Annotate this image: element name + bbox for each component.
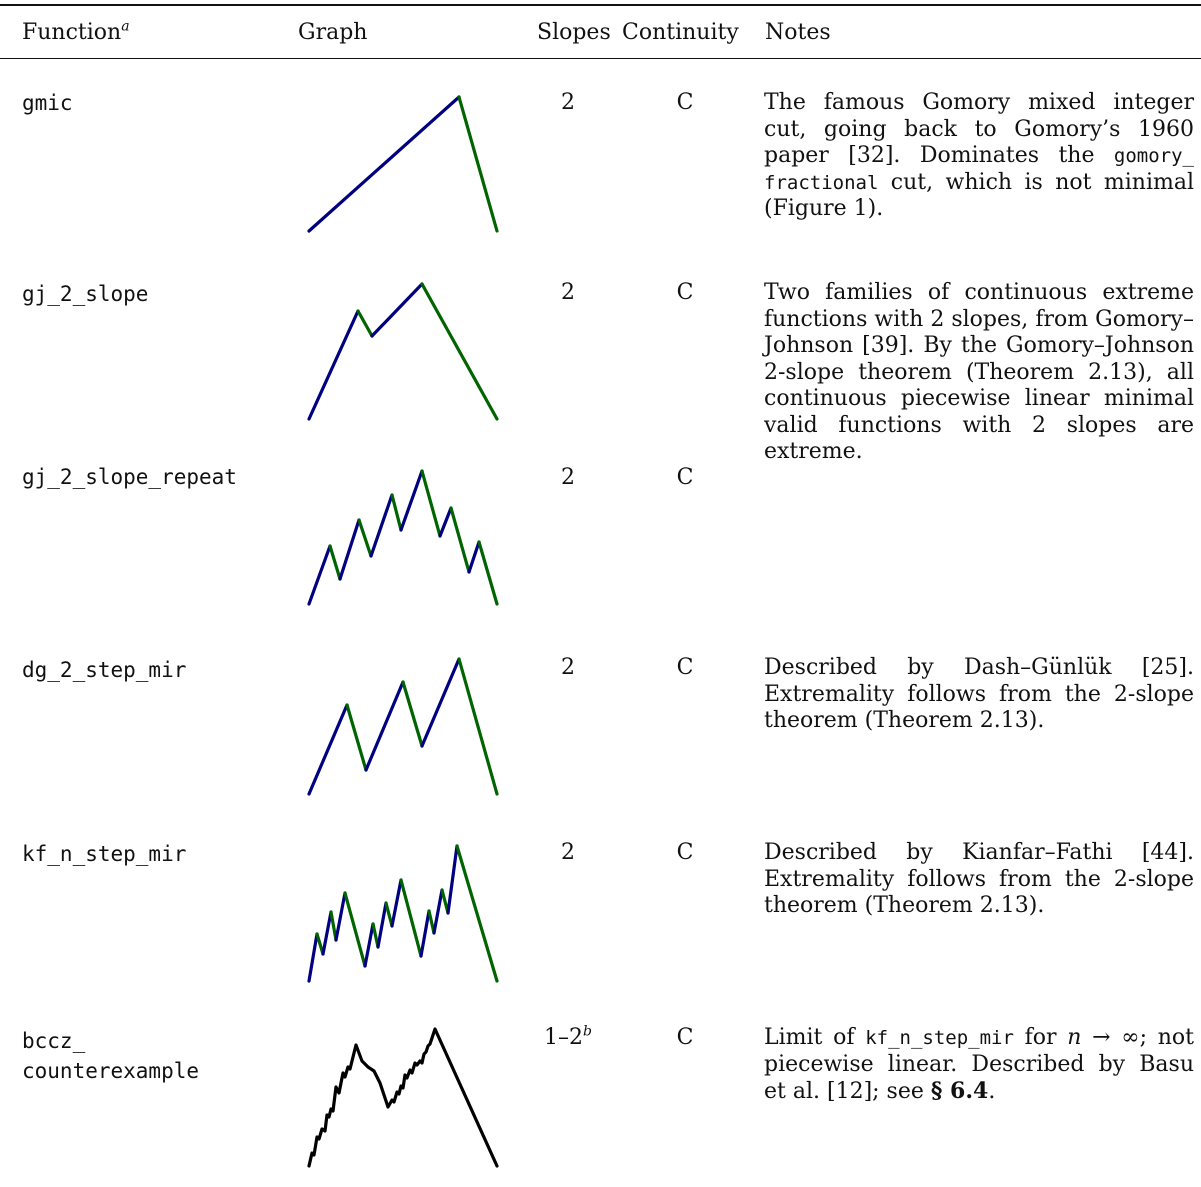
header-function: Functiona	[22, 18, 130, 45]
bccz-counterexample-graph	[307, 1027, 499, 1168]
graph-segment	[321, 910, 333, 956]
function-name: kf_n_step_mir	[22, 842, 187, 866]
graph-segment	[307, 309, 360, 421]
gmic-graph	[307, 95, 499, 233]
graph-segment	[369, 493, 394, 558]
slopes-value: 1–2b	[544, 1023, 592, 1050]
notes-bccz: Limit of kf_n_step_mir for n → ∞; not pi…	[764, 1025, 1194, 1104]
graph-segment	[390, 493, 403, 532]
graph-segment	[457, 657, 499, 796]
graph-segment	[432, 888, 444, 935]
continuity-value: C	[676, 655, 694, 680]
graph-segment	[307, 932, 319, 983]
continuity-value: C	[676, 840, 694, 865]
header-rule	[0, 58, 1201, 59]
graph-segment	[364, 680, 405, 772]
slopes-value: 2	[561, 840, 575, 865]
function-name: gj_2_slope	[22, 282, 149, 306]
header-graph: Graph	[298, 20, 368, 45]
graph-segment	[401, 680, 424, 748]
notes-kf-n-step-mir: Described by Kianfar–Fathi [44]. Extrema…	[764, 840, 1194, 918]
continuity-value: C	[676, 465, 694, 490]
graph-segment	[328, 544, 342, 581]
slopes-value: 2	[561, 90, 575, 115]
graph-segment	[420, 469, 442, 538]
graph-segment	[420, 657, 461, 748]
function-name: gj_2_slope_repeat	[22, 465, 237, 489]
graph-segment	[370, 282, 424, 338]
graph-segment	[329, 910, 338, 942]
notes-dg-2-step-mir: Described by Dash–Günlük [25]. Extremali…	[764, 655, 1194, 733]
graph-segment	[449, 506, 471, 574]
slopes-value: 2	[561, 655, 575, 680]
graph-segment	[438, 506, 453, 538]
graph-segment	[457, 95, 499, 233]
gj-2-slope-repeat-graph	[307, 469, 499, 606]
kf-n-step-mir-graph	[307, 844, 499, 983]
graph-segment	[363, 922, 375, 968]
graph-segment	[307, 95, 461, 233]
graph-segment	[455, 844, 499, 983]
slopes-value: 2	[561, 465, 575, 490]
graph-segment	[419, 909, 431, 958]
continuity-value: C	[676, 280, 694, 305]
graph-segment	[446, 844, 459, 915]
graph-segment	[307, 703, 349, 796]
header-continuity: Continuity	[622, 20, 739, 45]
header-slopes: Slopes	[537, 20, 611, 45]
dg-2-step-mir-graph	[307, 657, 499, 796]
graph-segment	[334, 891, 347, 942]
graph-segment	[420, 282, 499, 421]
function-name: bccz_ counterexample	[22, 1029, 200, 1083]
graph-segment	[345, 703, 368, 772]
graph-segment	[338, 518, 361, 581]
header-notes: Notes	[765, 20, 831, 45]
graph-segment	[307, 544, 332, 606]
function-name: dg_2_step_mir	[22, 658, 187, 682]
graph-segment	[390, 878, 403, 928]
top-rule	[0, 4, 1201, 6]
graph-segment	[384, 901, 394, 928]
graph-segment	[307, 1027, 499, 1168]
continuity-value: C	[676, 1025, 694, 1050]
graph-segment	[399, 878, 423, 958]
continuity-value: C	[676, 90, 694, 115]
graph-segment	[399, 469, 424, 532]
graph-segment	[343, 891, 367, 968]
notes-gmic: The famous Gomory mixed integer cut, goi…	[764, 90, 1194, 221]
graph-segment	[357, 518, 373, 558]
gj-2-slope-graph	[307, 282, 499, 421]
notes-gj-2-slope: Two families of continuous extreme funct…	[764, 280, 1194, 464]
graph-segment	[477, 540, 499, 606]
function-name: gmic	[22, 91, 73, 115]
graph-segment	[376, 901, 388, 949]
slopes-value: 2	[561, 280, 575, 305]
graph-segment	[356, 309, 374, 338]
graph-segment	[467, 540, 481, 574]
graph-segment	[315, 932, 325, 956]
